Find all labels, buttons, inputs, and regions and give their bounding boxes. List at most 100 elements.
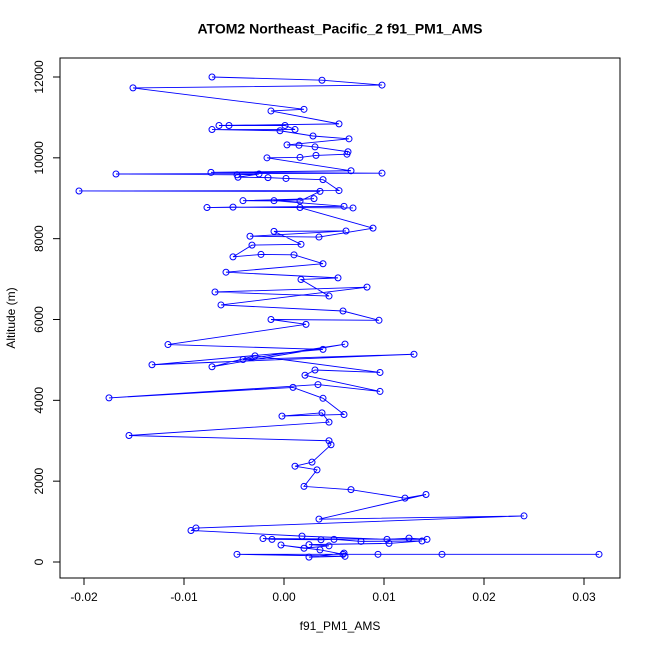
data-point — [203, 204, 211, 212]
data-point — [257, 250, 265, 258]
data-point — [267, 107, 275, 115]
data-point — [340, 202, 348, 210]
data-point — [340, 549, 348, 557]
data-point — [259, 535, 267, 543]
data-point — [276, 127, 284, 135]
data-point — [345, 135, 353, 143]
x-axis-label: f91_PM1_AMS — [300, 619, 381, 633]
data-point — [385, 539, 393, 547]
data-point — [383, 535, 391, 543]
data-point — [283, 141, 291, 149]
data-point — [376, 368, 384, 376]
data-point — [296, 153, 304, 161]
data-point — [595, 550, 603, 558]
data-point — [314, 381, 322, 389]
data-point — [229, 203, 237, 211]
data-point — [295, 141, 303, 149]
data-point — [313, 466, 321, 474]
x-tick-label: 0.01 — [372, 590, 396, 604]
data-point — [309, 132, 317, 140]
data-point — [300, 105, 308, 113]
data-point — [325, 292, 333, 300]
data-point — [374, 550, 382, 558]
data-point — [335, 120, 343, 128]
data-point — [248, 241, 256, 249]
data-point — [334, 274, 342, 282]
x-tick-label: -0.01 — [170, 590, 198, 604]
data-point — [270, 197, 278, 205]
data-point — [325, 542, 333, 550]
data-point — [75, 187, 83, 195]
data-point — [264, 174, 272, 182]
data-point — [298, 532, 306, 540]
data-point — [335, 187, 343, 195]
data-point — [239, 356, 247, 364]
data-point — [347, 486, 355, 494]
data-point — [339, 307, 347, 315]
data-point — [405, 534, 413, 542]
data-point — [263, 154, 271, 162]
data-point — [211, 288, 219, 296]
data-point — [319, 394, 327, 402]
data-point — [281, 121, 289, 129]
data-point — [316, 546, 324, 554]
data-point — [423, 535, 431, 543]
data-point — [315, 515, 323, 523]
data-point — [217, 301, 225, 309]
data-point — [255, 170, 263, 178]
data-point — [207, 168, 215, 176]
data-point — [225, 121, 233, 129]
data-point — [325, 437, 333, 445]
data-point — [297, 275, 305, 283]
data-point — [267, 315, 275, 323]
data-point — [422, 490, 430, 498]
data-point — [319, 176, 327, 184]
data-point — [278, 412, 286, 420]
data-point — [315, 233, 323, 241]
data-point — [316, 187, 324, 195]
data-point — [310, 195, 318, 203]
data-point — [270, 227, 278, 235]
data-point — [357, 537, 365, 545]
data-point — [363, 283, 371, 291]
data-point — [308, 458, 316, 466]
data-point — [222, 268, 230, 276]
data-point — [239, 197, 247, 205]
y-tick-label: 2000 — [32, 467, 46, 494]
data-point — [289, 383, 297, 391]
data-point — [233, 550, 241, 558]
data-point — [318, 409, 326, 417]
data-point — [369, 224, 377, 232]
data-point — [339, 550, 347, 558]
data-point — [401, 494, 409, 502]
data-point — [105, 394, 113, 402]
data-point — [349, 204, 357, 212]
x-tick-label: 0.02 — [472, 590, 496, 604]
data-point — [347, 167, 355, 175]
data-point — [378, 81, 386, 89]
data-point — [318, 76, 326, 84]
data-point — [311, 366, 319, 374]
data-point — [342, 227, 350, 235]
data-point — [129, 84, 137, 92]
data-point — [164, 341, 172, 349]
data-point — [282, 174, 290, 182]
data-point — [290, 251, 298, 259]
data-point — [215, 121, 223, 129]
data-point — [208, 363, 216, 371]
data-point — [229, 253, 237, 261]
data-point — [378, 169, 386, 177]
data-point — [325, 418, 333, 426]
x-tick-label: 0.03 — [572, 590, 596, 604]
data-point — [208, 126, 216, 134]
y-tick-label: 4000 — [32, 387, 46, 414]
data-point — [112, 170, 120, 178]
data-point — [341, 552, 349, 560]
data-point — [300, 544, 308, 552]
data-point — [291, 126, 299, 134]
data-point — [343, 150, 351, 158]
data-point — [268, 535, 276, 543]
data-point — [251, 352, 259, 360]
